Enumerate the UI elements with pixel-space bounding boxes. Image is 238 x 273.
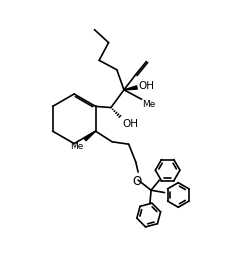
Text: O: O [132, 175, 142, 188]
Text: Me: Me [70, 142, 83, 151]
Polygon shape [84, 131, 96, 141]
Text: Me: Me [143, 100, 156, 109]
Text: OH: OH [138, 81, 154, 91]
Polygon shape [124, 86, 137, 90]
Text: OH: OH [123, 119, 139, 129]
